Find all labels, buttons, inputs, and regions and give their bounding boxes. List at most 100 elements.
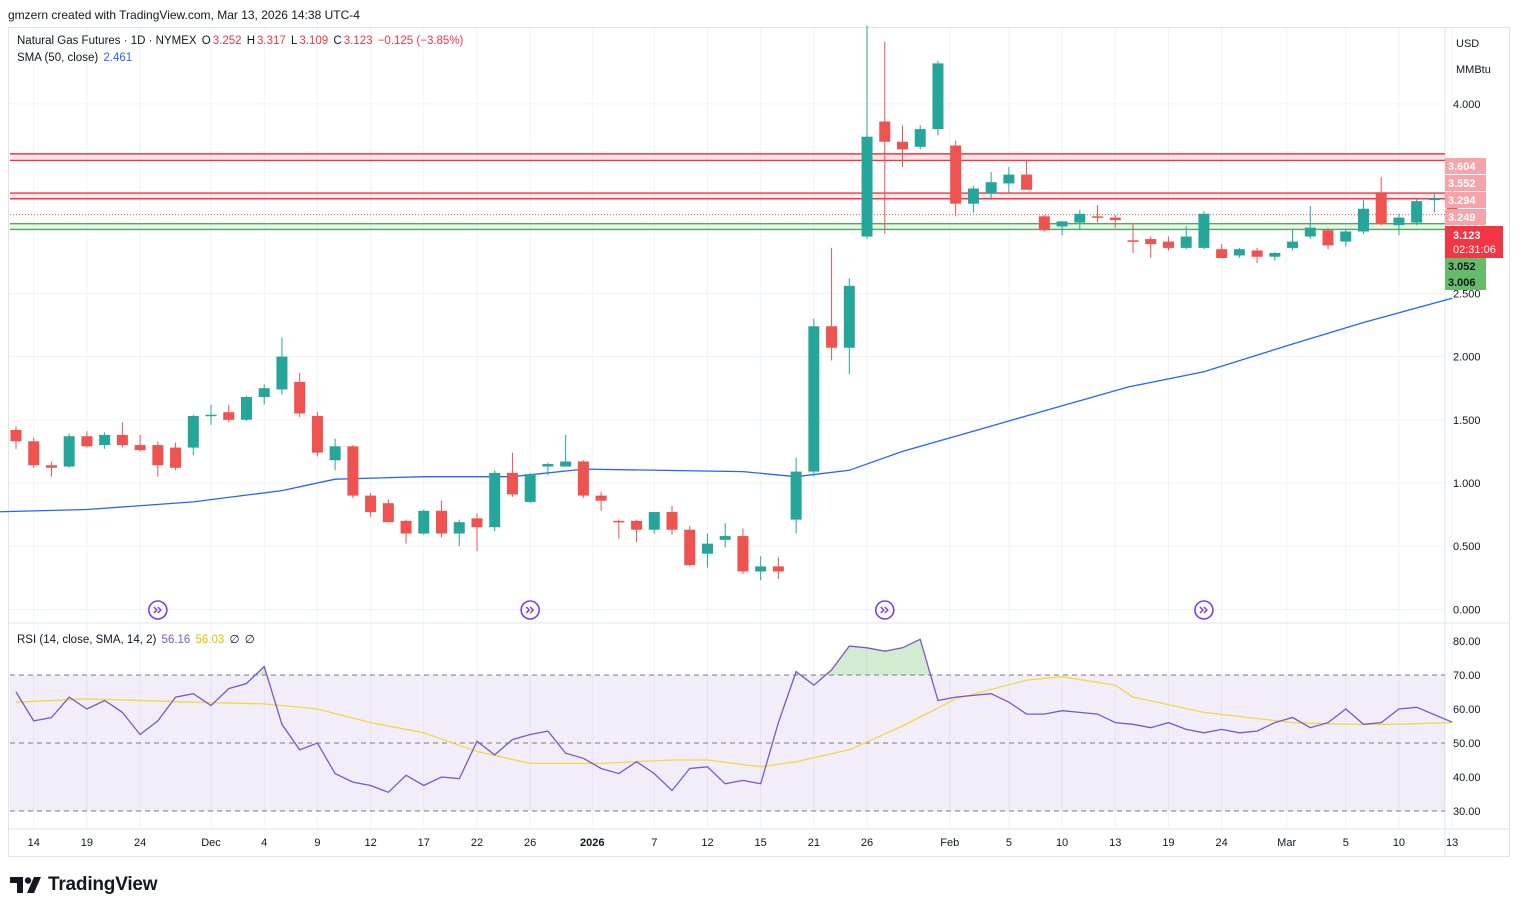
price-tick-label: 2.000: [1453, 352, 1481, 364]
candle[interactable]: [1056, 221, 1068, 236]
candle[interactable]: [684, 525, 696, 567]
candle[interactable]: [1180, 226, 1192, 250]
open-value: 3.252: [212, 35, 242, 47]
unit-label[interactable]: MMBtu: [1456, 64, 1491, 76]
candle[interactable]: [1269, 251, 1281, 261]
candle[interactable]: [116, 422, 128, 448]
candle[interactable]: [418, 509, 430, 535]
candle[interactable]: [81, 431, 93, 448]
candle[interactable]: [63, 433, 75, 468]
candle[interactable]: [985, 172, 997, 200]
footer-logo[interactable]: TradingView: [10, 874, 158, 896]
candle[interactable]: [1216, 244, 1228, 259]
candle[interactable]: [790, 457, 802, 534]
candle[interactable]: [1322, 227, 1334, 250]
candle[interactable]: [294, 373, 306, 418]
candle[interactable]: [99, 432, 111, 449]
candle-body: [967, 188, 979, 204]
candle[interactable]: [1127, 222, 1139, 253]
candle[interactable]: [1304, 206, 1316, 240]
candle[interactable]: [489, 470, 501, 532]
event-marker-icon[interactable]: [148, 600, 168, 620]
candle[interactable]: [1393, 213, 1405, 236]
candle[interactable]: [897, 125, 908, 168]
candle[interactable]: [400, 519, 412, 544]
candle[interactable]: [719, 523, 731, 548]
candle[interactable]: [436, 500, 448, 538]
resistance-zone: [10, 193, 1445, 199]
candle[interactable]: [1375, 177, 1387, 226]
candle[interactable]: [879, 41, 891, 235]
candle[interactable]: [826, 247, 838, 361]
candle[interactable]: [914, 125, 926, 150]
candle[interactable]: [1251, 247, 1263, 264]
candle[interactable]: [967, 185, 979, 213]
candle[interactable]: [755, 556, 767, 581]
candle[interactable]: [648, 512, 660, 534]
candle[interactable]: [737, 528, 749, 574]
candle[interactable]: [1038, 215, 1050, 232]
candle[interactable]: [347, 445, 359, 499]
event-marker-icon[interactable]: [520, 600, 540, 620]
candle[interactable]: [843, 278, 855, 375]
candle[interactable]: [276, 337, 288, 395]
close-value: 3.123: [343, 35, 373, 47]
candle[interactable]: [382, 499, 394, 523]
candle[interactable]: [152, 441, 164, 477]
candle[interactable]: [1428, 192, 1440, 213]
candle[interactable]: [595, 491, 607, 511]
candle[interactable]: [1233, 247, 1245, 259]
candle[interactable]: [1340, 228, 1352, 247]
candle-body: [1233, 249, 1245, 256]
candle[interactable]: [701, 533, 713, 568]
candle[interactable]: [311, 412, 323, 457]
candle[interactable]: [10, 426, 22, 449]
candle[interactable]: [631, 519, 643, 543]
event-marker-icon[interactable]: [874, 600, 895, 620]
candle[interactable]: [240, 395, 252, 422]
candle[interactable]: [560, 434, 572, 467]
candle[interactable]: [1092, 204, 1104, 223]
candle[interactable]: [329, 438, 341, 471]
candle[interactable]: [187, 414, 199, 456]
symbol-label[interactable]: Natural Gas Futures · 1D · NYMEX: [17, 35, 197, 47]
candle[interactable]: [932, 60, 944, 136]
candle[interactable]: [205, 404, 217, 425]
event-marker-icon[interactable]: [1194, 600, 1214, 620]
candle[interactable]: [45, 461, 57, 477]
candle[interactable]: [577, 460, 589, 499]
candle[interactable]: [1003, 167, 1015, 194]
candle[interactable]: [471, 513, 483, 552]
level-label: 3.006: [1448, 277, 1476, 289]
currency-label[interactable]: USD: [1456, 38, 1480, 50]
candle[interactable]: [1287, 228, 1299, 251]
candle[interactable]: [223, 404, 235, 423]
candle[interactable]: [524, 472, 536, 504]
candle[interactable]: [1145, 236, 1157, 259]
candle[interactable]: [1162, 236, 1174, 251]
candle[interactable]: [613, 519, 625, 539]
candle[interactable]: [666, 505, 678, 535]
candle[interactable]: [365, 493, 377, 518]
candle-body: [134, 445, 146, 451]
candle[interactable]: [1411, 198, 1423, 226]
candle[interactable]: [542, 462, 554, 476]
candle[interactable]: [1357, 199, 1369, 235]
candle[interactable]: [453, 519, 465, 547]
candle[interactable]: [170, 442, 182, 471]
candle[interactable]: [1198, 211, 1210, 250]
candle[interactable]: [772, 557, 784, 580]
candle[interactable]: [1109, 215, 1121, 228]
sma-legend[interactable]: SMA (50, close) 2.461: [17, 52, 134, 64]
candle[interactable]: [1021, 159, 1033, 190]
candle[interactable]: [1074, 209, 1086, 229]
candle[interactable]: [950, 140, 962, 217]
candle[interactable]: [808, 318, 820, 477]
candle[interactable]: [861, 25, 873, 240]
candle[interactable]: [506, 452, 518, 497]
rsi-legend[interactable]: RSI (14, close, SMA, 14, 2) 56.16 56.03 …: [17, 632, 257, 646]
candle[interactable]: [258, 384, 270, 405]
candle[interactable]: [134, 434, 146, 452]
candle[interactable]: [28, 437, 40, 468]
